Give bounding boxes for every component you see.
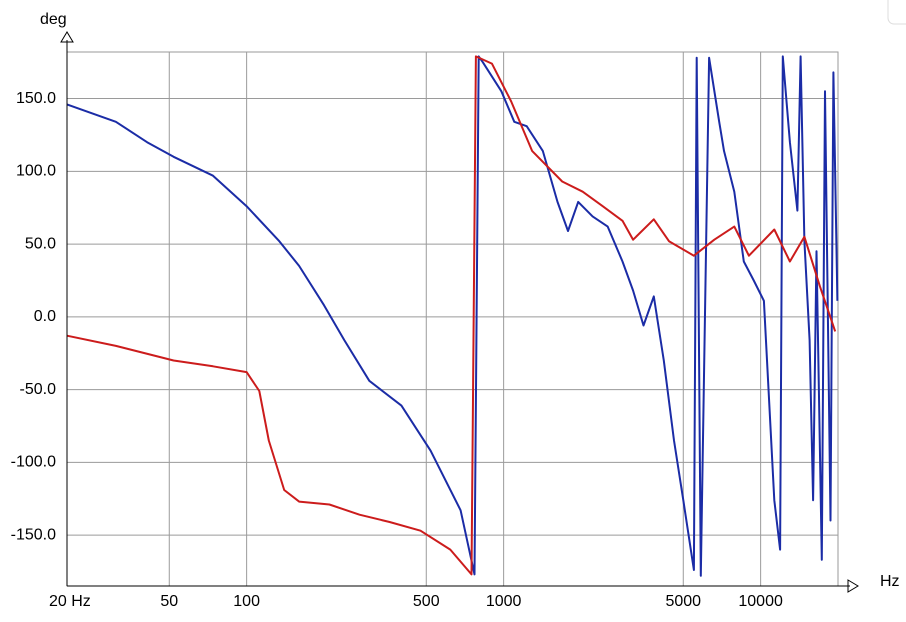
x-tick-label: 50: [160, 593, 178, 610]
grid: [66, 51, 839, 587]
y-tick-label: 100.0: [16, 163, 56, 180]
y-tick-label: 50.0: [25, 235, 56, 252]
y-axis-label: deg: [40, 11, 67, 28]
y-tick-label: 0.0: [34, 308, 56, 325]
x-tick-label: 1000: [486, 593, 522, 610]
x-axis-label: Hz: [880, 573, 900, 590]
y-tick-label: -100.0: [11, 454, 56, 471]
y-axis-arrow: [60, 31, 74, 43]
plot-lines: [66, 55, 839, 577]
series-line: [66, 55, 837, 576]
y-tick-label: -150.0: [11, 526, 56, 543]
x-tick-label: 100: [233, 593, 260, 610]
series-line: [66, 55, 839, 577]
y-tick-label: 150.0: [16, 90, 56, 107]
x-tick-label: 10000: [738, 593, 783, 610]
x-tick-label: 20 Hz: [49, 593, 91, 610]
x-tick-label: 5000: [665, 593, 701, 610]
x-axis-arrow: [847, 579, 859, 593]
window-corner: [887, 0, 906, 25]
x-tick-label: 500: [413, 593, 440, 610]
plot-frame: [66, 51, 839, 587]
y-tick-label: -50.0: [20, 381, 57, 398]
